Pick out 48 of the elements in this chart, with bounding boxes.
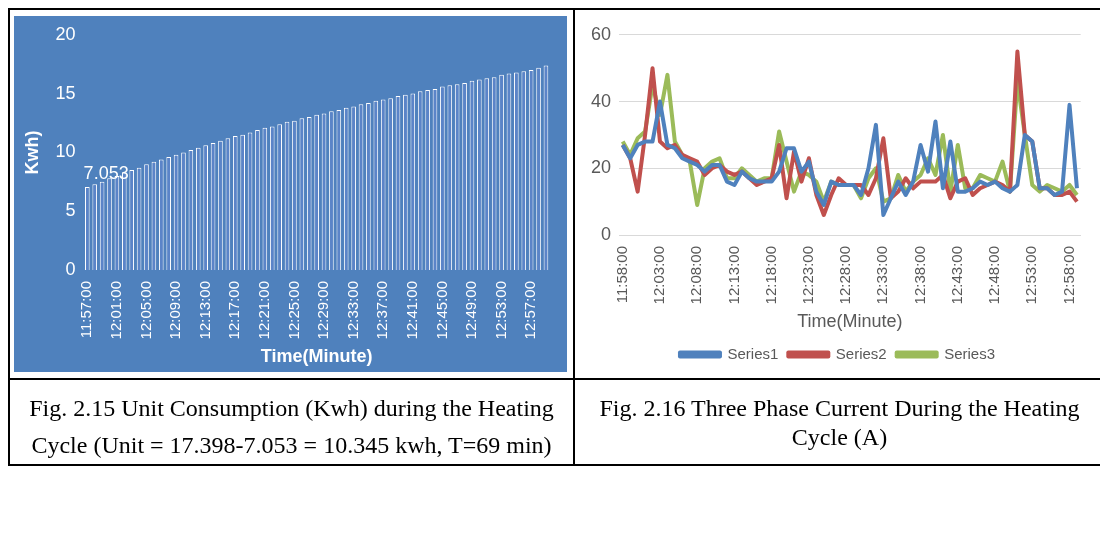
x-tick-label: 12:37:00: [373, 281, 391, 340]
x-tick-label: 12:38:00: [910, 246, 928, 305]
y-axis-title: Kwh): [21, 130, 42, 175]
x-tick-label: 12:53:00: [1022, 246, 1040, 305]
x-tick-label: 12:01:00: [107, 281, 125, 340]
x-tick-label: 12:23:00: [799, 246, 817, 305]
y-tick-label: 20: [55, 23, 76, 44]
x-tick-label: 12:08:00: [687, 246, 705, 305]
x-tick-label: 12:41:00: [402, 281, 420, 340]
x-tick-label: 12:33:00: [873, 246, 891, 305]
y-tick-label: 60: [590, 23, 612, 44]
x-axis-title: Time(Minute): [797, 311, 903, 332]
legend-label: Series1: [727, 344, 779, 362]
x-tick-label: 11:58:00: [612, 246, 630, 304]
x-tick-label: 12:13:00: [195, 281, 213, 340]
x-tick-label: 12:09:00: [166, 281, 184, 340]
x-tick-label: 12:03:00: [650, 246, 668, 305]
x-tick-label: 12:48:00: [985, 246, 1003, 305]
text: Cycle (Unit = 17.398-7.053 = 10.345 kwh, T=69 min): [30, 431, 553, 460]
annotation: 7.053: [83, 163, 129, 184]
y-tick-label: 0: [65, 258, 76, 279]
y-tick-label: 15: [55, 82, 76, 103]
x-tick-label: 12:45:00: [432, 281, 450, 340]
x-tick-label: 12:17:00: [225, 281, 243, 340]
x-tick-label: 12:43:00: [947, 246, 965, 305]
x-tick-label: 12:05:00: [136, 281, 154, 340]
legend-label: Series3: [944, 344, 996, 362]
x-tick-label: 12:58:00: [1059, 246, 1077, 305]
x-tick-label: 12:33:00: [343, 281, 361, 340]
y-tick-label: 10: [55, 141, 76, 162]
x-tick-label: 12:18:00: [761, 246, 779, 305]
x-tick-label: 11:57:00: [77, 281, 95, 339]
x-tick-label: 12:57:00: [521, 281, 539, 340]
x-tick-label: 12:29:00: [314, 281, 332, 340]
x-tick-label: 12:49:00: [462, 281, 480, 340]
x-tick-label: 12:53:00: [491, 281, 509, 340]
x-axis-title: Time(Minute): [260, 346, 373, 367]
x-tick-label: 12:13:00: [724, 246, 742, 305]
x-tick-label: 12:28:00: [836, 246, 854, 305]
caption: Fig. 2.15 Unit Consumption (Kwh) during the Heating: [28, 394, 555, 423]
y-tick-label: 0: [601, 223, 612, 244]
x-tick-label: 12:25:00: [284, 281, 302, 340]
x-tick-label: 12:21:00: [255, 281, 272, 340]
y-tick-label: 20: [590, 157, 612, 178]
legend-label: Series2: [835, 344, 887, 362]
y-tick-label: 40: [590, 90, 612, 111]
y-tick-label: 5: [65, 200, 76, 221]
caption: Fig. 2.16 Three Phase Current During the Heating Cycle (A): [598, 394, 1081, 452]
